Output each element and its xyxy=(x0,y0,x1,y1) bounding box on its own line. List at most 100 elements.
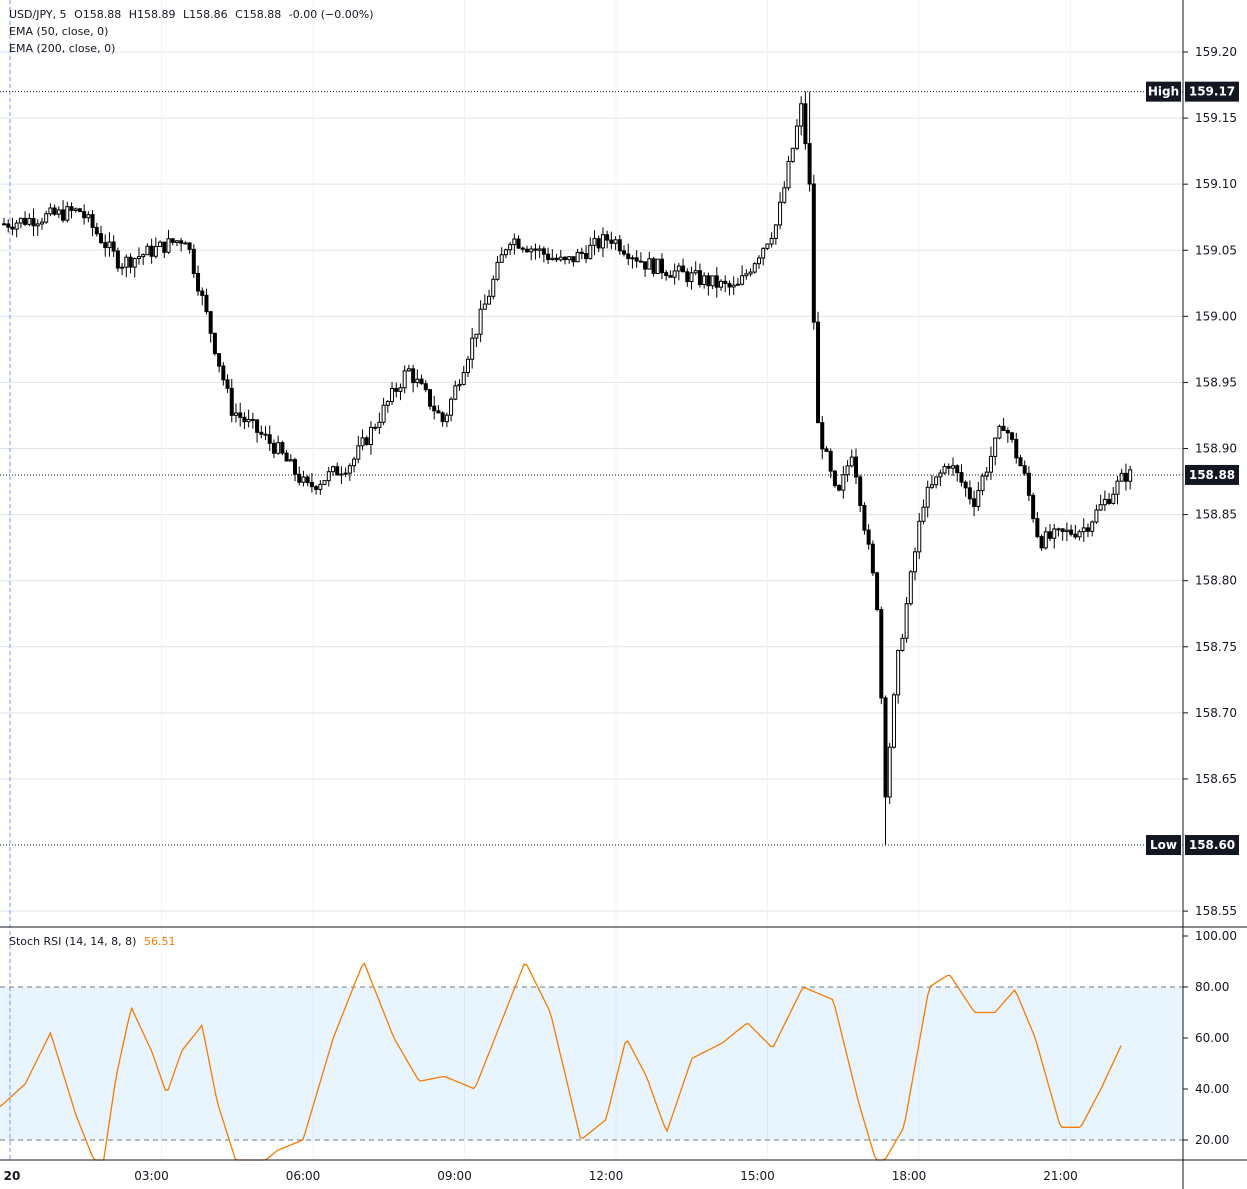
candle-body xyxy=(111,241,116,252)
candle-body xyxy=(474,333,479,339)
ema-200-legend[interactable]: EMA (200, close, 0) xyxy=(9,42,116,55)
candle-body xyxy=(984,471,989,477)
candle-body xyxy=(626,253,631,260)
rsi-tick-label: 100.00 xyxy=(1195,929,1237,943)
candle-body xyxy=(343,472,348,475)
candle-body xyxy=(584,252,589,260)
candle-body xyxy=(997,425,1002,439)
candle-body xyxy=(453,385,458,400)
candle-body xyxy=(14,222,19,230)
candle-body xyxy=(103,242,108,249)
candle-body xyxy=(925,486,930,508)
candle-body xyxy=(465,358,470,373)
candle-body xyxy=(934,476,939,486)
candle-body xyxy=(406,368,411,372)
candle-body xyxy=(487,295,492,305)
candle-body xyxy=(174,240,179,243)
candle-body xyxy=(1010,432,1015,440)
candle-body xyxy=(706,275,711,287)
candle-body xyxy=(913,551,918,573)
candle-body xyxy=(550,257,555,261)
symbol-label[interactable]: USD/JPY, 5 xyxy=(9,8,67,21)
candle-body xyxy=(980,475,985,492)
price-tick-label: 159.00 xyxy=(1195,309,1237,323)
price-tick-label: 159.10 xyxy=(1195,177,1237,191)
candle-body xyxy=(655,258,660,274)
candle-body xyxy=(293,459,298,475)
candle-body xyxy=(77,208,82,213)
candle-body xyxy=(1052,528,1057,539)
rsi-tick-label: 40.00 xyxy=(1195,1082,1229,1096)
candle-body xyxy=(668,275,673,278)
candle-body xyxy=(773,224,778,239)
candle-body xyxy=(748,271,753,275)
candle-body xyxy=(672,270,677,278)
candle-body xyxy=(107,241,112,249)
candle-body xyxy=(145,245,150,256)
stoch-rsi-label: Stoch RSI (14, 14, 8, 8) xyxy=(9,935,137,948)
ema-50-legend[interactable]: EMA (50, close, 0) xyxy=(9,25,109,38)
candle-body xyxy=(592,238,597,246)
candle-body xyxy=(432,405,437,412)
last-price-value: 158.88 xyxy=(1189,468,1235,482)
candle-body xyxy=(132,258,137,268)
candle-body xyxy=(883,697,888,798)
candle-body xyxy=(221,365,226,381)
candle-body xyxy=(499,254,504,263)
candle-body xyxy=(1081,527,1086,533)
candle-body xyxy=(959,472,964,483)
candle-body xyxy=(896,649,901,696)
candle-body xyxy=(723,280,728,284)
candle-body xyxy=(280,442,285,454)
candle-body xyxy=(411,368,416,384)
candle-body xyxy=(415,378,420,384)
candle-body xyxy=(693,270,698,274)
candle-body xyxy=(1119,472,1124,482)
price-tick-label: 159.15 xyxy=(1195,111,1237,125)
candle-body xyxy=(495,261,500,280)
price-tick-label: 158.55 xyxy=(1195,904,1237,918)
candle-body xyxy=(853,456,858,478)
candle-body xyxy=(508,244,513,251)
candle-body xyxy=(326,471,331,482)
candle-body xyxy=(347,465,352,474)
candle-body xyxy=(233,412,238,416)
candle-body xyxy=(837,485,842,491)
candle-body xyxy=(845,465,850,476)
candle-body xyxy=(820,422,825,450)
candle-body xyxy=(6,223,11,228)
candle-body xyxy=(318,483,323,490)
candle-body xyxy=(284,452,289,462)
candle-body xyxy=(225,379,230,389)
candle-body xyxy=(377,421,382,428)
candle-body xyxy=(27,217,32,225)
candle-body xyxy=(862,504,867,531)
candle-body xyxy=(297,473,302,483)
candle-body xyxy=(242,416,247,423)
candle-body xyxy=(149,245,154,257)
time-tick-label: 09:00 xyxy=(437,1169,472,1183)
candle-body xyxy=(158,241,163,248)
rsi-tick-label: 60.00 xyxy=(1195,1031,1229,1045)
candle-body xyxy=(756,257,761,265)
candle-body xyxy=(946,466,951,469)
high-value: 159.17 xyxy=(1189,85,1235,99)
candle-body xyxy=(457,383,462,387)
candle-body xyxy=(208,311,213,334)
candle-body xyxy=(714,275,719,288)
candle-body xyxy=(609,239,614,244)
candle-body xyxy=(546,253,551,261)
candle-body xyxy=(394,387,399,392)
price-tick-label: 159.05 xyxy=(1195,243,1237,257)
candle-body xyxy=(588,244,593,260)
stoch-rsi-legend[interactable]: Stoch RSI (14, 14, 8, 8) 56.51 xyxy=(9,935,179,948)
low-value: 158.60 xyxy=(1189,838,1235,852)
candle-body xyxy=(246,418,251,423)
candle-body xyxy=(516,238,521,249)
candle-body xyxy=(82,211,87,219)
candle-body xyxy=(512,238,517,246)
candle-body xyxy=(562,256,567,261)
candle-body xyxy=(832,470,837,487)
candle-body xyxy=(533,248,538,251)
